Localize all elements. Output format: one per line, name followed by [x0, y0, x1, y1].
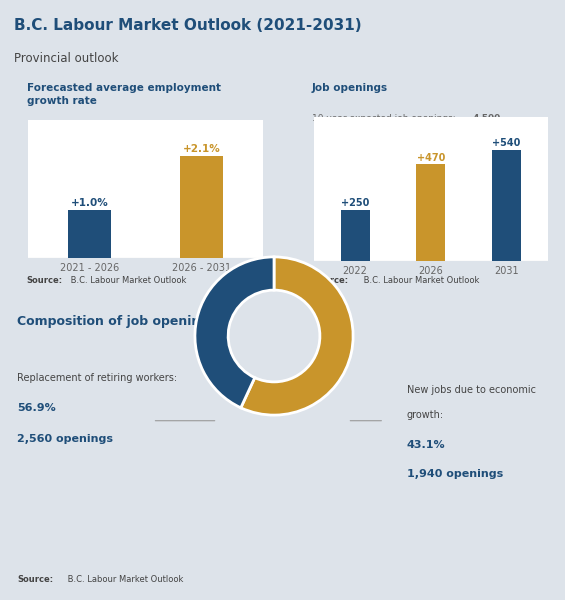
Text: +470: +470: [416, 153, 445, 163]
Text: Job openings: Job openings: [312, 83, 388, 93]
Bar: [341, 209, 370, 261]
Bar: [180, 157, 223, 258]
Text: +1.0%: +1.0%: [71, 197, 108, 208]
Text: 4,500: 4,500: [473, 113, 501, 122]
Text: B.C. Labour Market Outlook (2021-2031): B.C. Labour Market Outlook (2021-2031): [14, 17, 362, 32]
Text: B.C. Labour Market Outlook: B.C. Labour Market Outlook: [68, 275, 186, 284]
Text: +540: +540: [492, 139, 520, 148]
Text: Replacement of retiring workers:: Replacement of retiring workers:: [17, 373, 177, 383]
Text: Source:: Source:: [17, 575, 53, 584]
Text: B.C. Labour Market Outlook: B.C. Labour Market Outlook: [65, 575, 184, 584]
Text: 43.1%: 43.1%: [407, 440, 445, 450]
Text: New jobs due to economic: New jobs due to economic: [407, 385, 536, 395]
Text: 2,560 openings: 2,560 openings: [17, 434, 113, 444]
Bar: [68, 209, 111, 258]
Text: Source:: Source:: [27, 275, 63, 284]
Text: 1,940 openings: 1,940 openings: [407, 469, 503, 479]
Text: B.C. Labour Market Outlook: B.C. Labour Market Outlook: [361, 275, 479, 284]
Bar: [492, 150, 521, 261]
Text: 56.9%: 56.9%: [17, 403, 56, 413]
Text: growth:: growth:: [407, 410, 444, 420]
Text: 10 year expected job openings:: 10 year expected job openings:: [312, 113, 459, 122]
Wedge shape: [195, 257, 274, 408]
Text: Composition of job openings: Composition of job openings: [17, 314, 216, 328]
Text: +2.1%: +2.1%: [182, 145, 220, 154]
Bar: [416, 164, 445, 261]
Text: +250: +250: [341, 198, 370, 208]
Text: Source:: Source:: [312, 275, 348, 284]
Text: Forecasted average employment
growth rate: Forecasted average employment growth rat…: [27, 83, 221, 106]
Wedge shape: [241, 257, 353, 415]
Text: Provincial outlook: Provincial outlook: [14, 52, 119, 65]
